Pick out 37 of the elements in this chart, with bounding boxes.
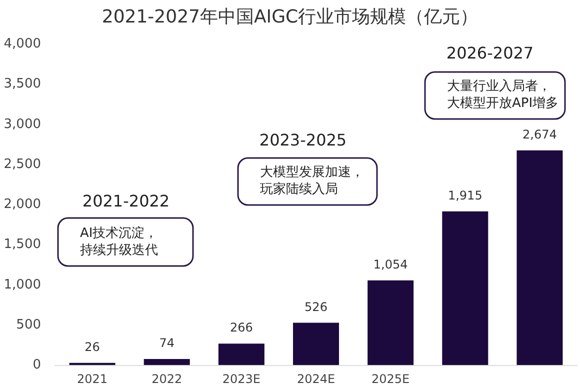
y-tick-label: 0 (32, 358, 41, 372)
annotation: 2023-2025 (259, 130, 347, 150)
y-tick-label: 500 (16, 317, 41, 332)
bar (516, 150, 563, 365)
annotation: 2026-2027 (446, 44, 534, 62)
x-tick-label: 2023E (222, 372, 260, 386)
bar (218, 344, 264, 365)
annotation: 大模型开放API增多 (447, 96, 559, 111)
annotation: 玩家陆续入局 (260, 181, 338, 197)
data-label: 2,674 (522, 127, 557, 142)
bar (144, 359, 190, 365)
x-tick-label: 2021 (77, 372, 108, 386)
y-tick-label: 3,000 (4, 116, 41, 132)
data-label: 74 (159, 336, 174, 350)
y-tick-label: 2,000 (4, 197, 41, 212)
data-label: 1,915 (448, 188, 482, 202)
data-label: 266 (230, 320, 253, 335)
chart-title: 2021-2027年中国AIGC行业市场规模（亿元） (102, 6, 478, 28)
y-tick-label: 4,000 (4, 36, 41, 52)
annotation: 2021-2022 (82, 192, 170, 210)
y-tick-label: 3,500 (4, 76, 41, 92)
x-tick-label: 2025E (372, 372, 410, 386)
y-tick-label: 2,500 (4, 156, 41, 172)
annotation: AI技术沉淀， (80, 226, 158, 241)
annotation: 大模型发展加速， (260, 165, 364, 180)
bar (442, 211, 488, 365)
annotation: 大量行业入局者， (447, 79, 551, 94)
data-label: 1,054 (373, 257, 408, 272)
y-tick-label: 1,500 (4, 237, 41, 252)
data-label: 526 (304, 300, 328, 314)
data-label: 26 (84, 340, 100, 354)
x-tick-label: 2024E (296, 372, 336, 386)
annotation: 持续升级迭代 (80, 243, 158, 258)
bar (368, 280, 414, 365)
y-tick-label: 1,000 (4, 277, 41, 292)
x-tick-label: 2022 (152, 372, 182, 386)
bar (293, 322, 339, 365)
